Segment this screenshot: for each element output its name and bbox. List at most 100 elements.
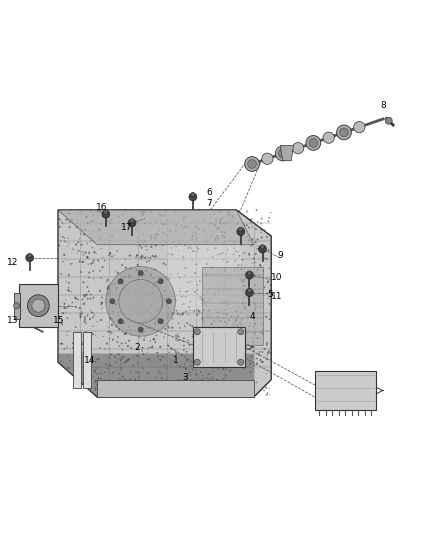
Point	[250, 342, 257, 351]
Point	[194, 243, 201, 252]
Point	[148, 232, 155, 240]
Point	[83, 290, 90, 299]
Point	[214, 231, 221, 240]
Point	[216, 216, 223, 225]
Point	[199, 372, 206, 380]
Point	[179, 376, 186, 384]
Point	[172, 208, 179, 217]
Point	[134, 295, 141, 304]
Point	[232, 333, 239, 341]
Point	[144, 253, 151, 261]
Point	[109, 307, 116, 316]
Circle shape	[248, 160, 256, 168]
Point	[132, 288, 139, 296]
Point	[141, 219, 148, 228]
Point	[258, 225, 265, 234]
Point	[206, 345, 213, 354]
Point	[215, 224, 222, 233]
Point	[209, 264, 216, 272]
Point	[194, 286, 201, 294]
Point	[260, 320, 267, 328]
Point	[123, 288, 130, 296]
Point	[169, 309, 176, 318]
Point	[196, 308, 203, 316]
Point	[97, 207, 104, 215]
Point	[88, 329, 95, 338]
Point	[196, 345, 203, 354]
Point	[177, 362, 184, 371]
Point	[142, 319, 149, 328]
Point	[226, 301, 233, 309]
Point	[127, 240, 134, 248]
Point	[65, 364, 72, 373]
Point	[137, 279, 144, 287]
Point	[59, 220, 66, 228]
Point	[173, 378, 180, 387]
Point	[226, 253, 233, 262]
Point	[211, 305, 218, 314]
Point	[134, 359, 141, 367]
Point	[142, 294, 149, 303]
Point	[127, 305, 134, 314]
Point	[85, 287, 92, 296]
Point	[221, 318, 228, 326]
Point	[156, 225, 163, 234]
Circle shape	[238, 329, 244, 335]
Point	[263, 232, 270, 241]
Point	[116, 354, 123, 363]
Point	[260, 330, 267, 338]
Point	[125, 290, 132, 298]
Point	[180, 309, 187, 318]
Text: 1: 1	[173, 356, 179, 365]
Point	[229, 385, 236, 393]
Point	[115, 212, 122, 221]
Point	[142, 385, 149, 394]
Point	[173, 306, 180, 315]
Point	[130, 353, 137, 361]
Point	[92, 385, 99, 394]
Point	[249, 235, 256, 244]
Point	[215, 304, 223, 312]
Point	[267, 231, 274, 239]
Point	[64, 286, 71, 294]
Point	[263, 255, 270, 263]
Point	[147, 254, 154, 262]
Point	[173, 348, 180, 357]
Circle shape	[260, 245, 265, 249]
Point	[208, 388, 215, 397]
Point	[89, 243, 96, 252]
Point	[64, 304, 71, 312]
Point	[159, 241, 166, 249]
Point	[214, 376, 221, 384]
Point	[212, 236, 219, 245]
Point	[87, 358, 94, 367]
Point	[181, 322, 188, 330]
Point	[190, 330, 197, 339]
Circle shape	[110, 298, 115, 304]
Point	[118, 339, 125, 348]
Point	[193, 222, 200, 230]
Point	[86, 365, 93, 374]
Point	[125, 313, 132, 322]
Point	[200, 296, 207, 304]
Point	[264, 327, 271, 335]
Point	[201, 318, 208, 326]
Point	[257, 261, 264, 269]
Point	[77, 312, 84, 321]
Point	[127, 375, 134, 384]
Point	[62, 303, 69, 312]
Point	[188, 244, 195, 253]
Point	[223, 266, 230, 274]
Point	[224, 219, 231, 228]
Point	[124, 356, 131, 365]
Point	[165, 341, 172, 350]
Point	[64, 314, 71, 322]
Point	[72, 240, 79, 249]
Point	[180, 224, 187, 232]
Point	[161, 354, 168, 362]
Point	[200, 223, 207, 232]
Point	[138, 326, 145, 335]
Point	[170, 314, 177, 323]
Point	[186, 368, 193, 377]
Point	[236, 207, 243, 215]
